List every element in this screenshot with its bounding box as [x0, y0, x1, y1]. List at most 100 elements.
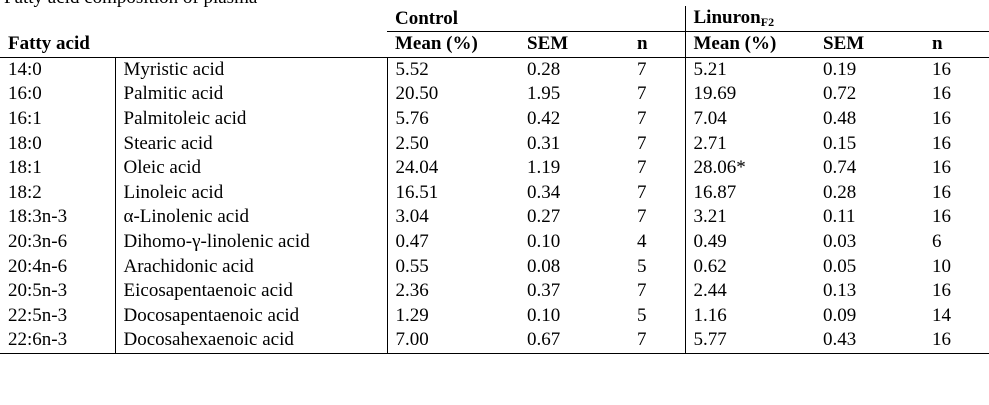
linuron-n: 16: [932, 206, 951, 228]
control-mean: 0.55: [395, 255, 429, 277]
linuron-mean: 0.49: [693, 231, 727, 253]
linuron-n: 14: [932, 304, 951, 326]
linuron-n: 16: [932, 132, 951, 154]
table-row: 22:5n-3 Docosapentaenoic acid 1.29 0.10 5 1.1…: [0, 303, 989, 329]
blank-header-cell: [0, 6, 387, 32]
control-n: 7: [629, 155, 686, 181]
linuron-sem: 0.11: [823, 206, 856, 228]
linuron-mean: 2.71: [693, 132, 727, 154]
linuron-n: 10: [932, 255, 951, 277]
control-n: 7: [629, 131, 686, 156]
linuron-mean: 0.62: [693, 255, 727, 277]
control-mean: 16.51: [395, 181, 439, 203]
linuron-sem: 0.74: [823, 157, 857, 179]
control-n: 5: [629, 254, 686, 279]
fatty-acid-name: Dihomo-γ-linolenic acid: [115, 229, 388, 255]
control-mean: 24.04: [395, 157, 439, 179]
linuron-n: 16: [932, 108, 951, 130]
control-mean: 5.52: [395, 58, 429, 80]
linuron-n-header: n: [924, 31, 989, 58]
linuron-n: 16: [932, 83, 951, 105]
linuron-sem: 0.15: [823, 132, 857, 154]
control-mean: 5.76: [395, 108, 429, 130]
control-mean: 2.36: [395, 280, 429, 302]
control-sem: 0.27: [527, 206, 561, 228]
linuron-sem: 0.43: [815, 328, 924, 354]
fatty-acid-code: 18:2: [0, 180, 116, 206]
control-n: 7: [629, 180, 686, 206]
table-row: 20:5n-3 Eicosapentaenoic acid 2.36 0.37 7 2.4…: [0, 278, 989, 304]
linuron-group-header: LinuronF2: [685, 6, 989, 32]
control-mean: 1.29: [395, 304, 429, 326]
linuron-sem-header: SEM: [815, 31, 924, 58]
table-body: 14:0 Myristic acid 5.52 0.28 7 5.21 0.19 16 16:0…: [0, 57, 989, 354]
table-caption: Fatty acid composition of plasma: [4, 0, 257, 8]
control-n: 7: [629, 278, 686, 304]
group-header-row: Control LinuronF2: [0, 6, 989, 32]
control-sem-header: SEM: [519, 31, 629, 58]
table-row: 22:6n-3 Docosahexaenoic acid 7.00 0.67 7 5.77…: [0, 328, 989, 354]
linuron-sem: 0.28: [823, 181, 857, 203]
fatty-acid-name: Palmitic acid: [115, 82, 388, 107]
control-sem: 0.10: [527, 231, 561, 253]
column-header-row: Fatty acid Mean (%) SEM n Mean (%) SEM n: [0, 31, 989, 58]
fatty-acid-code: 14:0: [0, 57, 116, 83]
linuron-n: 6: [932, 231, 942, 253]
linuron-sem: 0.05: [823, 255, 857, 277]
fatty-acid-code: 20:5n-3: [0, 278, 116, 304]
control-n: 7: [629, 328, 686, 354]
fatty-acid-code: 18:1: [0, 155, 116, 181]
linuron-mean: 3.21: [693, 206, 727, 228]
control-n: 7: [629, 82, 686, 107]
fatty-acid-name: Linoleic acid: [115, 180, 388, 206]
fatty-acid-code: 22:6n-3: [0, 328, 116, 354]
control-mean-header: Mean (%): [387, 31, 519, 58]
control-sem: 0.34: [527, 181, 561, 203]
fatty-acid-name: Docosapentaenoic acid: [115, 303, 388, 329]
fatty-acid-code: 18:3n-3: [0, 205, 116, 230]
control-group-header: Control: [387, 6, 686, 32]
table-row: 16:0 Palmitic acid 20.50 1.95 7 19.69 0.72 16: [0, 82, 989, 107]
control-n: 4: [629, 229, 686, 255]
fatty-acid-code: 18:0: [0, 131, 116, 156]
fatty-acid-name: Docosahexaenoic acid: [115, 328, 388, 354]
fatty-acid-name: Stearic acid: [115, 131, 388, 156]
linuron-sem: 0.72: [823, 83, 857, 105]
fatty-acid-table: Control LinuronF2 Fatty acid Mean (%) SE…: [0, 6, 989, 354]
control-sem: 0.08: [527, 255, 561, 277]
table-row: 20:3n-6 Dihomo-γ-linolenic acid 0.47 0.10 4 0…: [0, 229, 989, 255]
fatty-acid-name: Arachidonic acid: [115, 254, 388, 279]
fatty-acid-code: 20:3n-6: [0, 229, 116, 255]
control-n: 7: [629, 57, 686, 83]
fatty-acid-code: 20:4n-6: [0, 254, 116, 279]
control-sem: 1.19: [527, 157, 561, 179]
linuron-mean: 5.21: [693, 58, 727, 80]
linuron-mean: 16.87: [693, 181, 737, 203]
control-sem: 0.31: [527, 132, 561, 154]
linuron-sem: 0.03: [823, 231, 857, 253]
fatty-acid-code: 16:0: [0, 82, 116, 107]
table-row: 18:3n-3 α-Linolenic acid 3.04 0.27 7 3.21 0.11…: [0, 205, 989, 230]
control-mean: 3.04: [395, 206, 429, 228]
control-sem: 0.37: [527, 280, 561, 302]
table-row: 16:1 Palmitoleic acid 5.76 0.42 7 7.04 0.48 16: [0, 106, 989, 132]
fatty-acid-name: Eicosapentaenoic acid: [115, 278, 388, 304]
linuron-subscript: F2: [760, 15, 775, 29]
fatty-acid-header: Fatty acid: [0, 31, 387, 58]
table-row: 18:2 Linoleic acid 16.51 0.34 7 16.87 0.28 16: [0, 180, 989, 206]
linuron-sem: 0.13: [823, 280, 857, 302]
linuron-mean: 19.69: [693, 83, 737, 105]
control-sem: 1.95: [527, 83, 561, 105]
linuron-sem: 0.48: [823, 108, 857, 130]
fatty-acid-code: 22:5n-3: [0, 303, 116, 329]
linuron-n: 16: [932, 58, 951, 80]
linuron-n: 16: [932, 280, 951, 302]
control-mean: 0.47: [395, 231, 429, 253]
linuron-sem: 0.09: [823, 304, 857, 326]
fatty-acid-name: α-Linolenic acid: [115, 205, 388, 230]
control-sem: 0.28: [527, 58, 561, 80]
linuron-mean: 1.16: [693, 304, 727, 326]
control-mean: 7.00: [387, 328, 519, 354]
linuron-n: 16: [932, 181, 951, 203]
control-n-header: n: [629, 31, 686, 58]
